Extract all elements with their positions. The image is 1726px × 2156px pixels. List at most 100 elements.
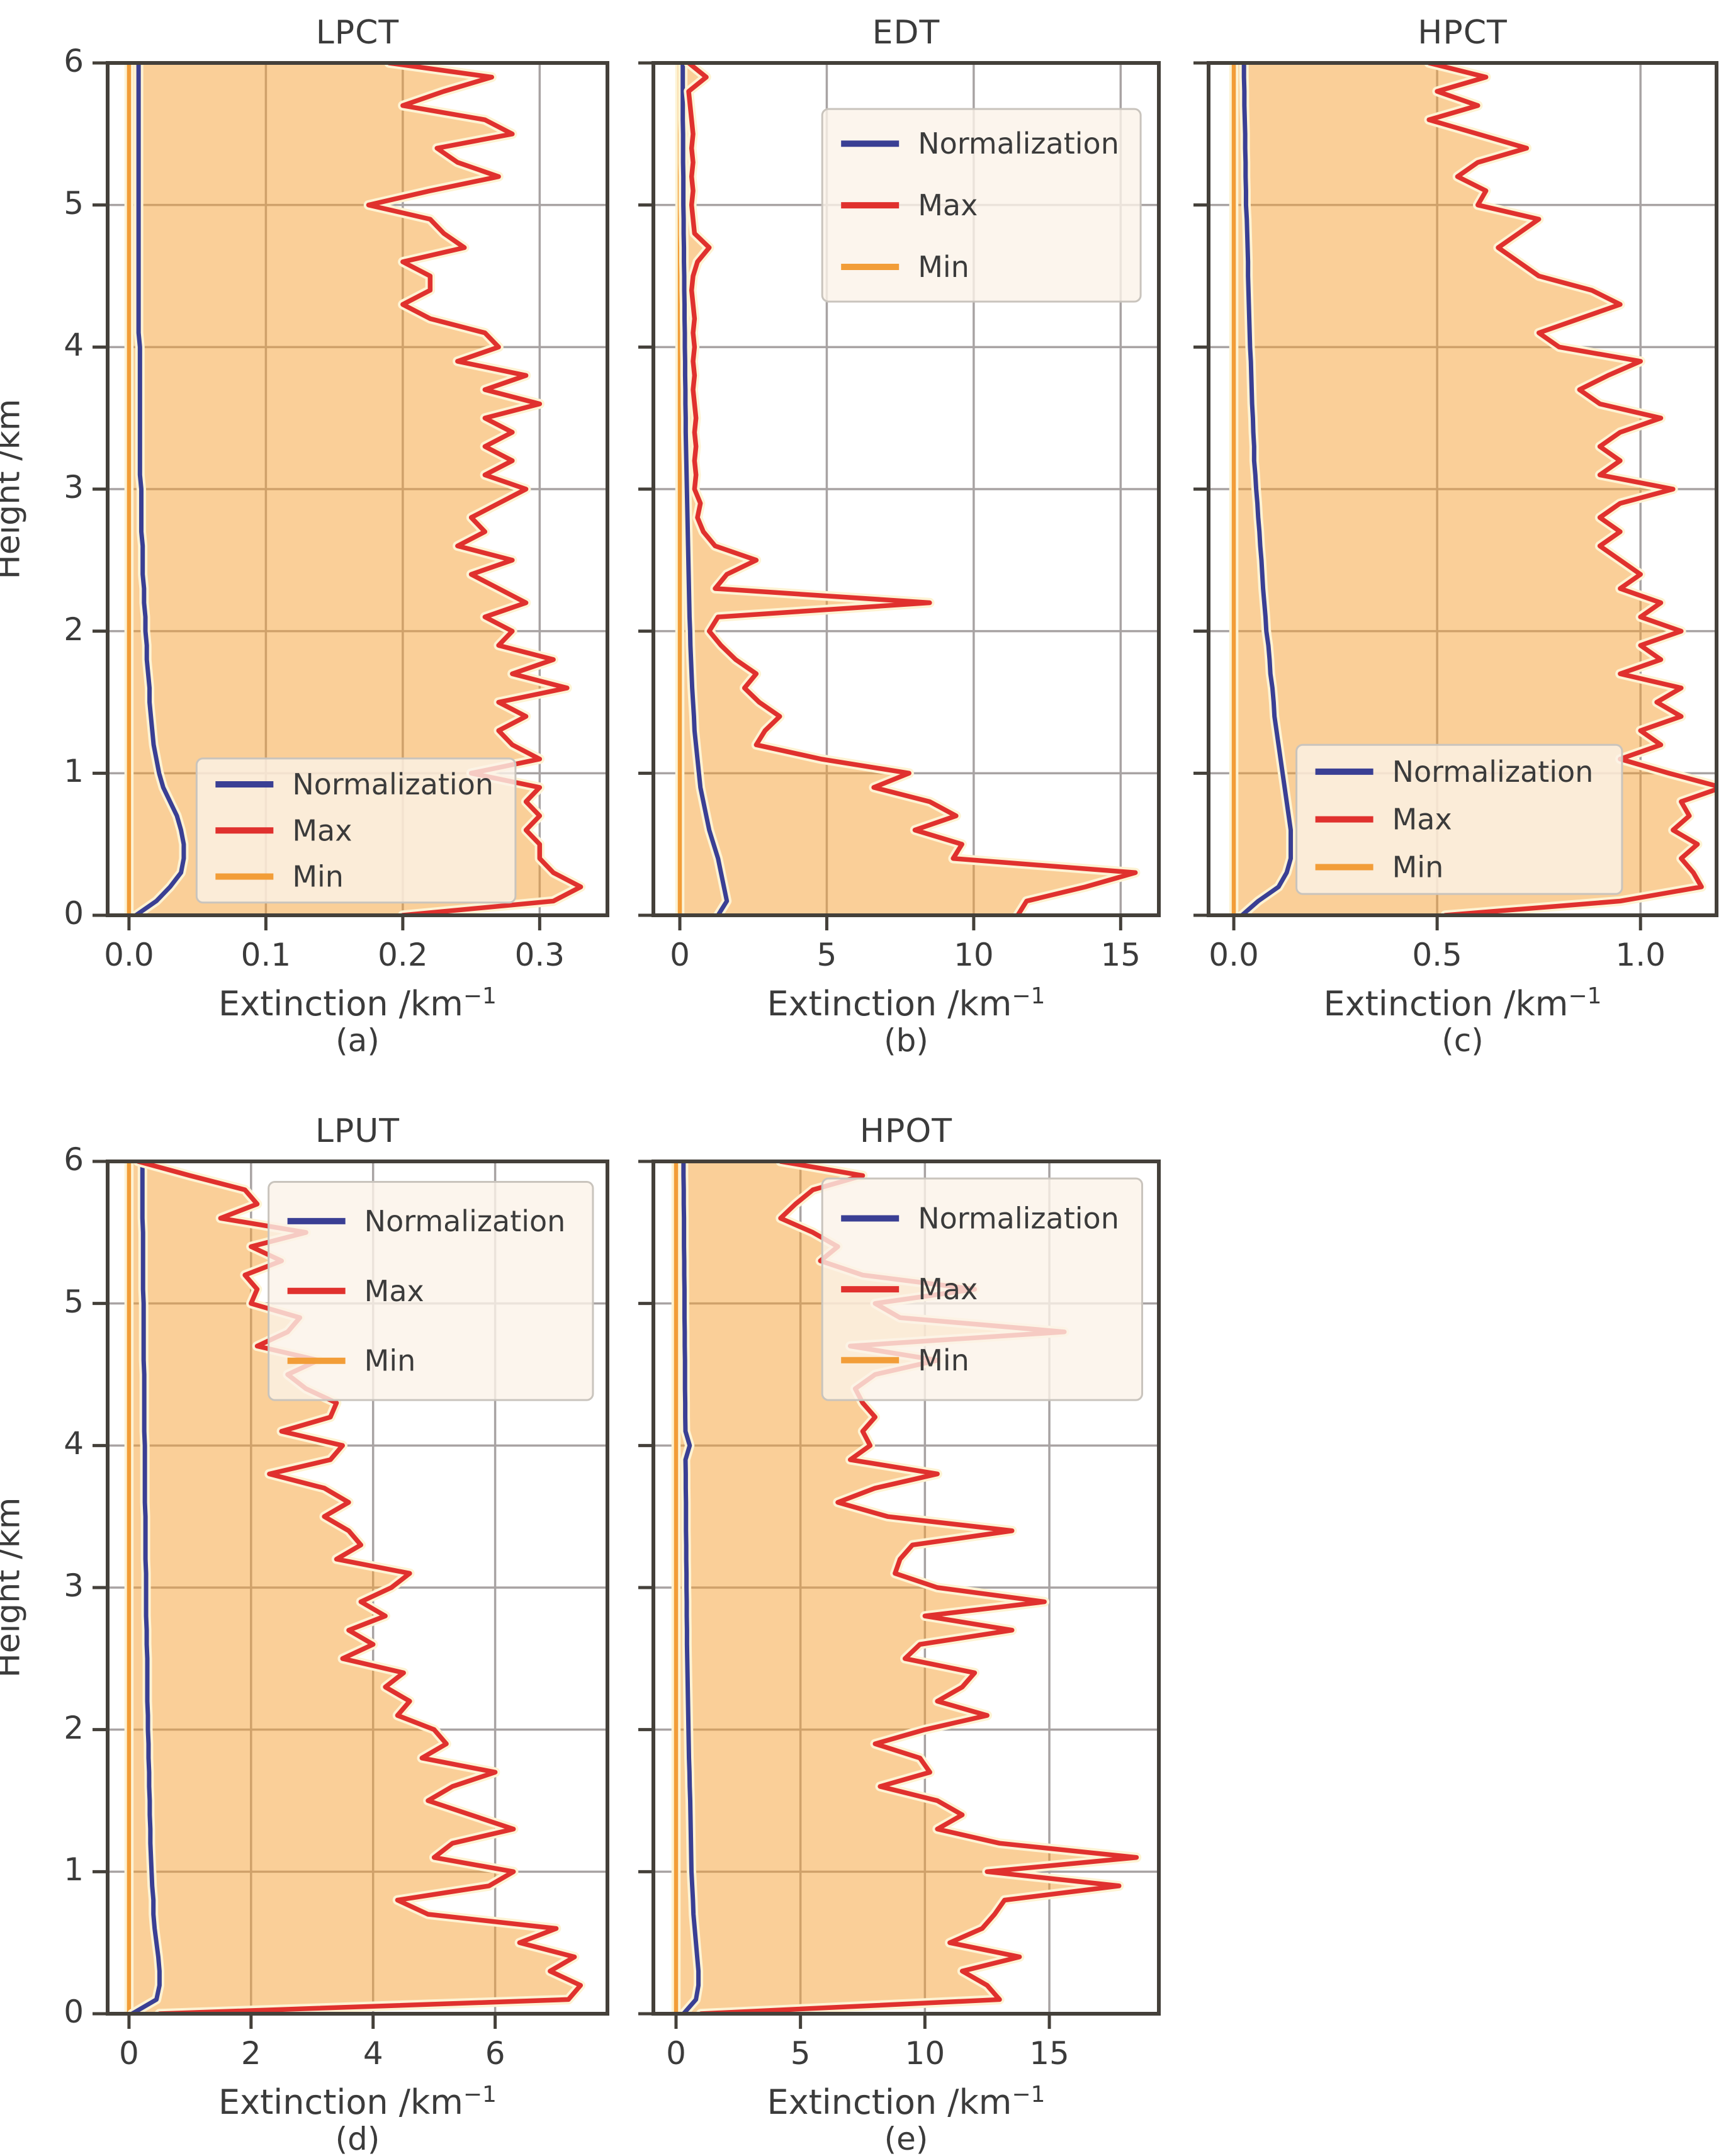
max-line bbox=[686, 63, 1138, 915]
legend-label: Normalization bbox=[918, 127, 1119, 161]
legend-label: Max bbox=[918, 188, 978, 222]
x-tick-label: 0.2 bbox=[378, 937, 428, 973]
axes-frame bbox=[106, 61, 609, 917]
axes-frame bbox=[651, 61, 1161, 917]
series-group bbox=[124, 63, 586, 915]
chart-panel-lpct: LPCT Height /km Normalization Max Min Exti… bbox=[0, 14, 609, 1059]
panel-title: EDT bbox=[872, 14, 940, 52]
panel-sublabel: (d) bbox=[335, 2121, 380, 2156]
x-tick-label: 0 bbox=[666, 2035, 686, 2072]
x-tick-label: 5 bbox=[790, 2035, 811, 2072]
panel-title: LPUT bbox=[315, 1112, 400, 1150]
legend-label: Min bbox=[364, 1344, 416, 1378]
legend-label: Min bbox=[918, 1343, 969, 1377]
panel-sublabel: (a) bbox=[336, 1022, 380, 1059]
plot-area-hpot: Normalization Max Min bbox=[638, 1160, 1161, 2029]
x-tick-label: 2 bbox=[240, 2035, 261, 2072]
y-tick-label: 2 bbox=[64, 611, 84, 648]
normalization-line bbox=[130, 1161, 162, 2014]
legend-label: Normalization bbox=[918, 1201, 1119, 1235]
y-tick-label: 6 bbox=[64, 1141, 84, 1178]
series-group bbox=[675, 63, 1141, 915]
chart-panel-hpot: HPOT Normalization Max Min Extinction /km−… bbox=[638, 1112, 1161, 2156]
normalization-line bbox=[1239, 63, 1294, 915]
y-tick-label: 1 bbox=[64, 1851, 84, 1888]
panel-title: HPOT bbox=[859, 1112, 953, 1150]
minmax-fill-area bbox=[128, 63, 581, 915]
x-tick-label: 0.3 bbox=[514, 937, 565, 973]
panel-sublabel: (b) bbox=[884, 1022, 928, 1059]
x-tick-label: 1.0 bbox=[1615, 937, 1666, 973]
tick-marks bbox=[93, 1160, 497, 2029]
tick-marks bbox=[638, 1160, 1051, 2029]
max-line bbox=[135, 1161, 584, 2014]
minmax-fill-area bbox=[1234, 63, 1717, 915]
series-group bbox=[1229, 63, 1717, 915]
max-line bbox=[1426, 63, 1717, 915]
plot-area-lput: Normalization Max Min bbox=[93, 1160, 609, 2029]
x-axis-label: Extinction /km−1 bbox=[1323, 983, 1602, 1024]
legend: Normalization Max Min bbox=[1295, 743, 1623, 895]
minmax-fill-area bbox=[675, 1161, 1137, 2014]
legend-label: Min bbox=[292, 860, 344, 894]
x-tick-label: 5 bbox=[816, 937, 837, 973]
normalization-line bbox=[681, 1161, 701, 2014]
x-tick-label: 6 bbox=[485, 2035, 505, 2072]
tick-marks bbox=[638, 61, 1122, 930]
legend-label: Max bbox=[292, 813, 352, 847]
y-tick-label: 3 bbox=[64, 1567, 84, 1604]
legend: Normalization Max Min bbox=[195, 757, 517, 904]
x-tick-label: 15 bbox=[1029, 2035, 1069, 2072]
x-axis-label: Extinction /km−1 bbox=[218, 983, 497, 1024]
x-tick-label: 0.1 bbox=[240, 937, 291, 973]
chart-panel-lput: LPUT Height /km Normalization Max Min Exti… bbox=[0, 1112, 609, 2156]
legend-label: Min bbox=[1392, 850, 1444, 884]
normalization-line bbox=[133, 63, 186, 915]
x-tick-label: 0 bbox=[670, 937, 690, 973]
panel-title: LPCT bbox=[315, 14, 400, 52]
legend-label: Max bbox=[918, 1272, 978, 1306]
y-tick-label: 0 bbox=[64, 895, 84, 932]
x-tick-label: 4 bbox=[363, 2035, 383, 2072]
legend: Normalization Max Min bbox=[268, 1180, 594, 1401]
y-tick-label: 0 bbox=[64, 1994, 84, 2030]
tick-marks bbox=[93, 61, 541, 930]
panel-sublabel: (c) bbox=[1441, 1022, 1484, 1059]
legend-label: Max bbox=[364, 1274, 424, 1308]
y-tick-label: 4 bbox=[64, 327, 84, 364]
axes-frame bbox=[1207, 61, 1718, 917]
x-axis-label: Extinction /km−1 bbox=[767, 983, 1046, 1024]
y-tick-label: 5 bbox=[64, 1283, 84, 1320]
y-tick-label: 5 bbox=[64, 184, 84, 222]
x-tick-label: 10 bbox=[954, 937, 994, 973]
y-tick-label: 1 bbox=[64, 753, 84, 790]
panel-title: HPCT bbox=[1418, 14, 1508, 52]
y-tick-label: 2 bbox=[64, 1709, 84, 1746]
legend-label: Normalization bbox=[364, 1204, 566, 1238]
panel-sublabel: (e) bbox=[884, 2121, 928, 2156]
y-tick-label: 3 bbox=[64, 469, 84, 505]
x-tick-label: 0.0 bbox=[1209, 937, 1259, 973]
legend-label: Max bbox=[1392, 803, 1452, 837]
x-tick-label: 0.0 bbox=[104, 937, 154, 973]
legend-label: Normalization bbox=[1392, 755, 1594, 789]
tick-marks bbox=[1193, 61, 1642, 930]
chart-panel-edt: EDT Normalization Max Min Extinction /km−1… bbox=[638, 14, 1161, 1059]
legend-label: Min bbox=[918, 250, 969, 284]
legend: Normalization Max Min bbox=[821, 108, 1142, 303]
series-group bbox=[124, 1161, 586, 2014]
y-tick-label: 4 bbox=[64, 1425, 84, 1462]
x-axis-label: Extinction /km−1 bbox=[218, 2082, 497, 2122]
x-axis-label: Extinction /km−1 bbox=[767, 2082, 1046, 2122]
legend-label: Normalization bbox=[292, 767, 494, 801]
series-group bbox=[671, 1161, 1142, 2014]
axes-frame bbox=[651, 1160, 1161, 2016]
x-tick-label: 0.5 bbox=[1412, 937, 1462, 973]
x-tick-label: 10 bbox=[905, 2035, 945, 2072]
minmax-fill-area bbox=[680, 63, 1136, 915]
y-tick-label: 6 bbox=[64, 43, 84, 79]
chart-panel-hpct: HPCT Normalization Max Min Extinction /km−… bbox=[1193, 14, 1718, 1059]
normalization-line bbox=[680, 63, 730, 915]
plot-area-lpct: Normalization Max Min bbox=[93, 61, 609, 930]
